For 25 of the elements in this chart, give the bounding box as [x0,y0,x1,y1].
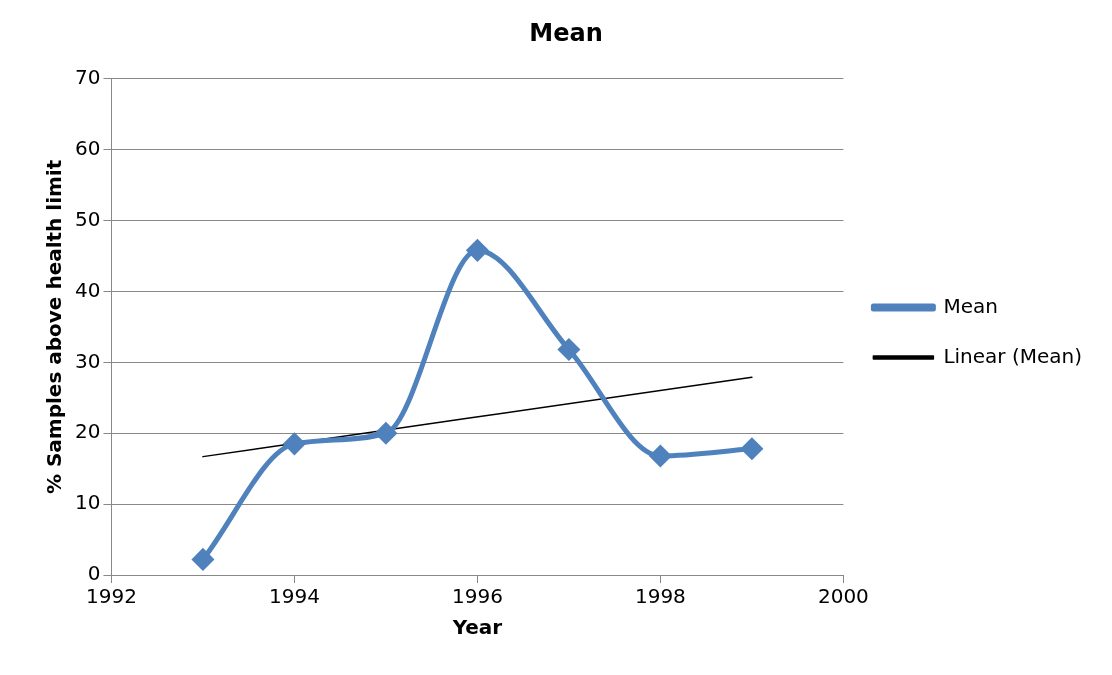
y-tick-label: 30 [75,348,101,373]
x-tick-label: 1998 [634,584,686,609]
y-axis-title: % Samples above health limit [42,159,67,495]
point [558,339,580,361]
x-axis-title: Year [451,615,503,640]
y-tick-label: 40 [75,277,101,302]
chart-title: Mean [529,18,603,47]
y-tick-label: 60 [75,135,101,160]
x-tick-label: 1996 [451,584,503,609]
point [375,422,397,444]
x-tick-label: 1994 [268,584,320,609]
point [741,438,763,460]
y-tick-label: 70 [75,65,101,89]
legend-label: Mean [943,293,998,318]
y-tick-label: 10 [75,490,101,515]
y-tick-label: 50 [75,206,101,231]
y-tick-label: 20 [75,419,101,444]
x-tick-label: 2000 [817,584,869,609]
point [283,433,305,455]
point [649,445,671,467]
point [466,239,488,261]
point [192,548,214,570]
legend-label: Linear (Mean) [943,343,1083,368]
x-tick-label: 1992 [86,584,137,609]
y-tick-label: 0 [87,561,101,586]
